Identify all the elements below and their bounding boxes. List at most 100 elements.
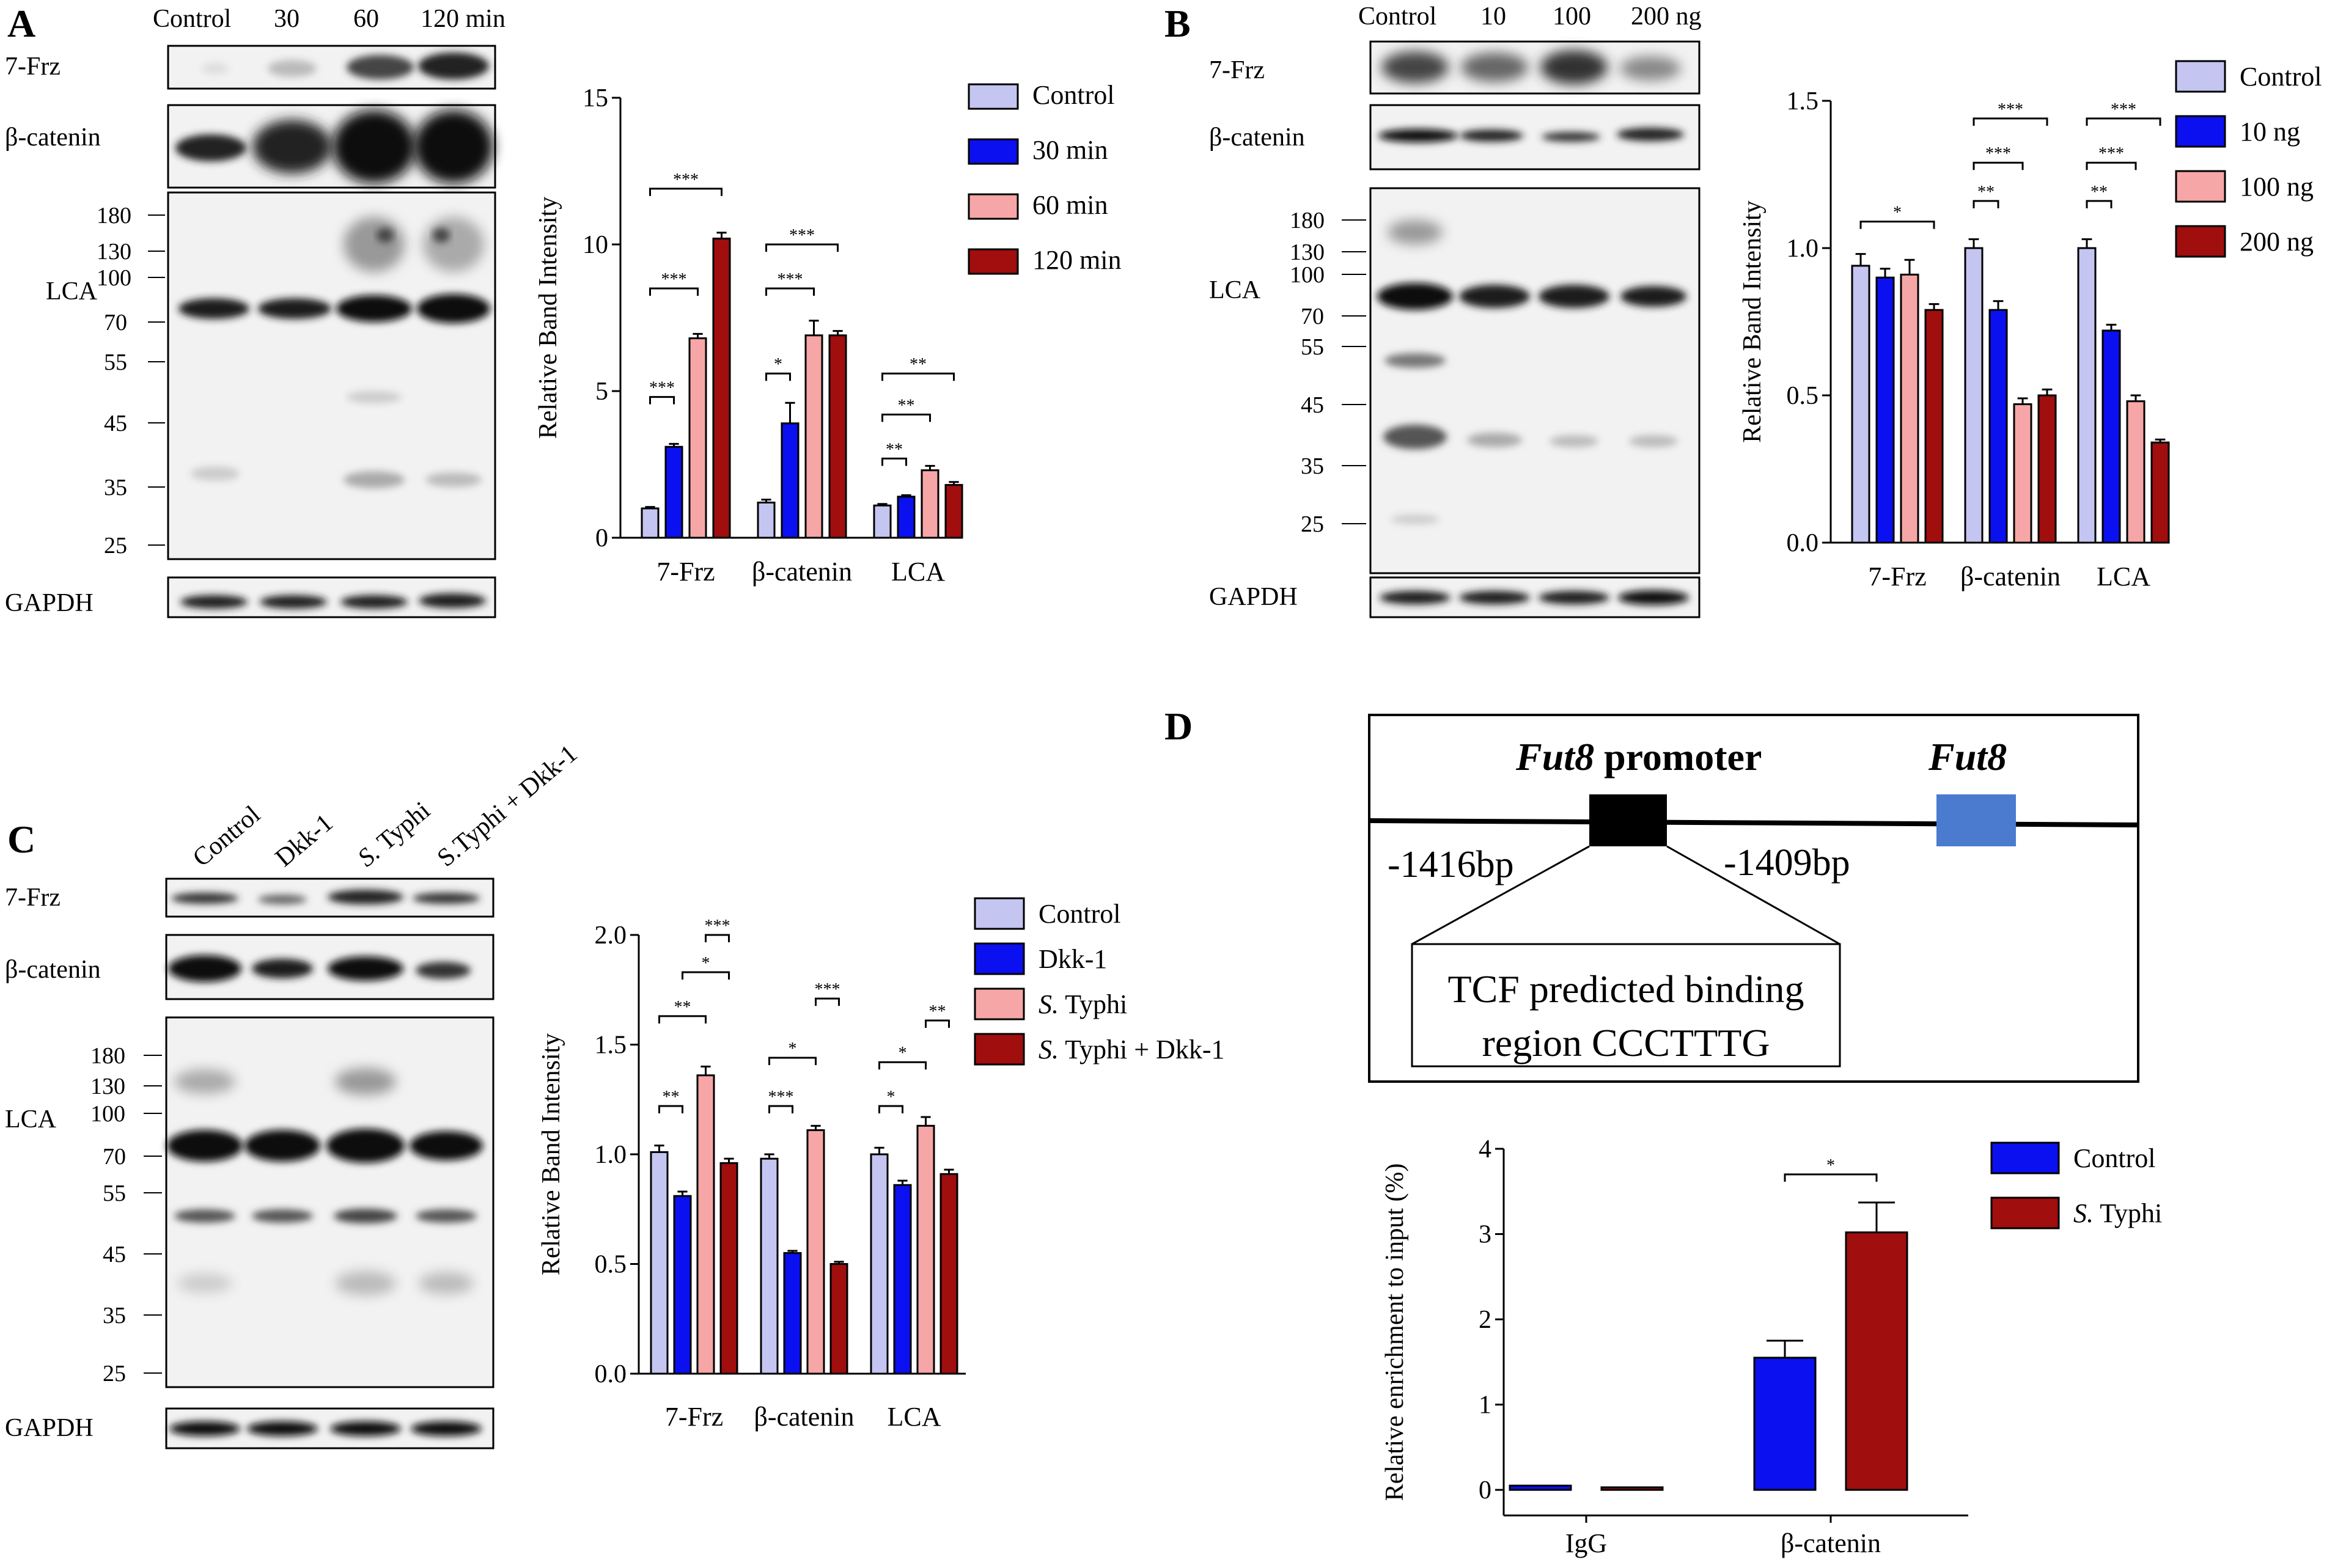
bar: [1988, 309, 2008, 544]
promoter-box: [1589, 794, 1667, 846]
legend-label: 200 ng: [2240, 227, 2314, 257]
lane-label: 10: [1480, 2, 1506, 31]
significance-label: ***: [705, 917, 730, 936]
mw-marker: 45: [103, 1242, 126, 1267]
significance-bracket: [649, 396, 675, 405]
callout-line: [1666, 845, 1840, 945]
x-category-label: 7-Frz: [665, 1402, 723, 1432]
mw-marker: 180: [1290, 208, 1325, 233]
legend-label: S. Typhi + Dkk-1: [1039, 1035, 1224, 1064]
legend-swatch: [968, 138, 1019, 165]
blot-label-7frz: 7-Frz: [5, 884, 61, 912]
mw-marker: 45: [1301, 392, 1324, 418]
x-category-label: β-catenin: [1781, 1528, 1881, 1558]
bar: [944, 484, 963, 539]
bar: [2150, 441, 2170, 544]
significance-label: *: [887, 1088, 895, 1107]
callout-line: [1411, 845, 1590, 945]
x-category-label: LCA: [2097, 562, 2150, 592]
bar: [940, 1173, 958, 1375]
lane-label: Control: [153, 5, 231, 33]
mw-marker: 55: [1301, 334, 1324, 360]
mw-marker: 35: [104, 475, 127, 500]
legend-swatch: [974, 1033, 1025, 1066]
legend-label: Control: [1032, 80, 1114, 110]
legend-swatch: [2175, 115, 2226, 148]
blot-label-lca: LCA: [1209, 276, 1261, 304]
blot-label-beta-catenin: β-catenin: [1209, 123, 1305, 152]
bar: [1964, 247, 1984, 544]
mw-marker: 100: [90, 1101, 125, 1127]
blot-label-beta-catenin: β-catenin: [5, 123, 101, 152]
bar: [783, 1252, 802, 1375]
legend-swatch: [2175, 170, 2226, 203]
significance-label: *: [1826, 1156, 1835, 1175]
lane-label: S.Typhi + Dkk-1: [432, 739, 583, 872]
mw-marker: 130: [90, 1074, 125, 1099]
blot-label-gapdh: GAPDH: [5, 589, 94, 617]
lane-label: 120 min: [421, 5, 506, 33]
significance-label: ***: [1998, 100, 2023, 119]
significance-bracket: [682, 971, 730, 980]
mw-marker: 35: [103, 1303, 126, 1328]
mw-marker: 130: [97, 239, 131, 265]
legend-label: Control: [2240, 62, 2322, 92]
x-category-label: β-catenin: [754, 1402, 854, 1432]
panel-c-bar-chart: 0.0 0.5 1.0 1.5 2.0 Relative Band Intensity 7-…: [537, 897, 1224, 1432]
legend-swatch: [2175, 225, 2226, 258]
significance-label: ***: [815, 980, 840, 999]
mw-marker: 55: [104, 350, 127, 375]
significance-label: *: [1893, 203, 1902, 222]
significance-label: ***: [673, 170, 699, 189]
legend-label: Control: [1039, 899, 1120, 929]
significance-label: **: [1977, 183, 1995, 202]
bar: [760, 1157, 779, 1375]
mw-marker: 70: [103, 1144, 126, 1170]
bar: [1753, 1357, 1817, 1491]
bar: [1900, 273, 1919, 544]
bar: [829, 1263, 848, 1375]
significance-bracket: [649, 188, 723, 196]
y-axis-label: Relative Band Intensity: [1738, 200, 1767, 443]
legend-label: 10 ng: [2240, 117, 2300, 147]
promoter-label: Fut8 promoter: [1515, 735, 1762, 779]
lane-label: Control: [1358, 2, 1436, 31]
blot-label-gapdh: GAPDH: [1209, 583, 1298, 611]
significance-bracket: [2086, 200, 2113, 208]
bar: [2013, 403, 2032, 544]
mw-marker: 45: [104, 411, 127, 436]
bar: [641, 507, 660, 539]
bar: [650, 1151, 669, 1375]
panel-letter-b: B: [1164, 2, 1191, 45]
panel-c-blot: Control Dkk-1 S. Typhi S.Typhi + Dkk-1 7…: [5, 739, 583, 1449]
significance-bracket: [1973, 161, 2024, 170]
bar: [806, 1129, 825, 1375]
panel-b-bar-chart: 0.0 0.5 1.0 1.5 Relative Band Intensity 7-Frz…: [1738, 60, 2322, 592]
bar: [828, 334, 847, 539]
lane-label: Dkk-1: [270, 808, 339, 872]
significance-label: ***: [1985, 144, 2011, 163]
significance-bracket: [765, 243, 839, 252]
significance-bracket: [881, 413, 931, 422]
bar: [870, 1153, 889, 1375]
left-position-label: -1416bp: [1388, 844, 1514, 885]
bar: [757, 501, 776, 539]
legend-label: Dkk-1: [1039, 944, 1107, 974]
significance-label: **: [886, 440, 903, 459]
y-tick-label: 1.5: [1787, 87, 1819, 115]
blot-strip-lca: [1369, 187, 1701, 574]
bar: [1875, 276, 1895, 544]
y-tick-label: 0.0: [595, 1360, 627, 1388]
bar: [2037, 394, 2057, 544]
significance-label: ***: [768, 1088, 794, 1107]
significance-label: *: [899, 1044, 907, 1063]
significance-label: **: [929, 1002, 946, 1021]
bar: [1845, 1231, 1908, 1491]
panel-b-blot: Control 10 100 200 ng 7-Frz β-catenin LC…: [1209, 2, 1702, 618]
legend-swatch: [968, 83, 1019, 110]
bar: [673, 1195, 692, 1375]
bar: [873, 504, 892, 539]
x-category-label: 7-Frz: [656, 557, 715, 587]
bar: [897, 496, 916, 539]
